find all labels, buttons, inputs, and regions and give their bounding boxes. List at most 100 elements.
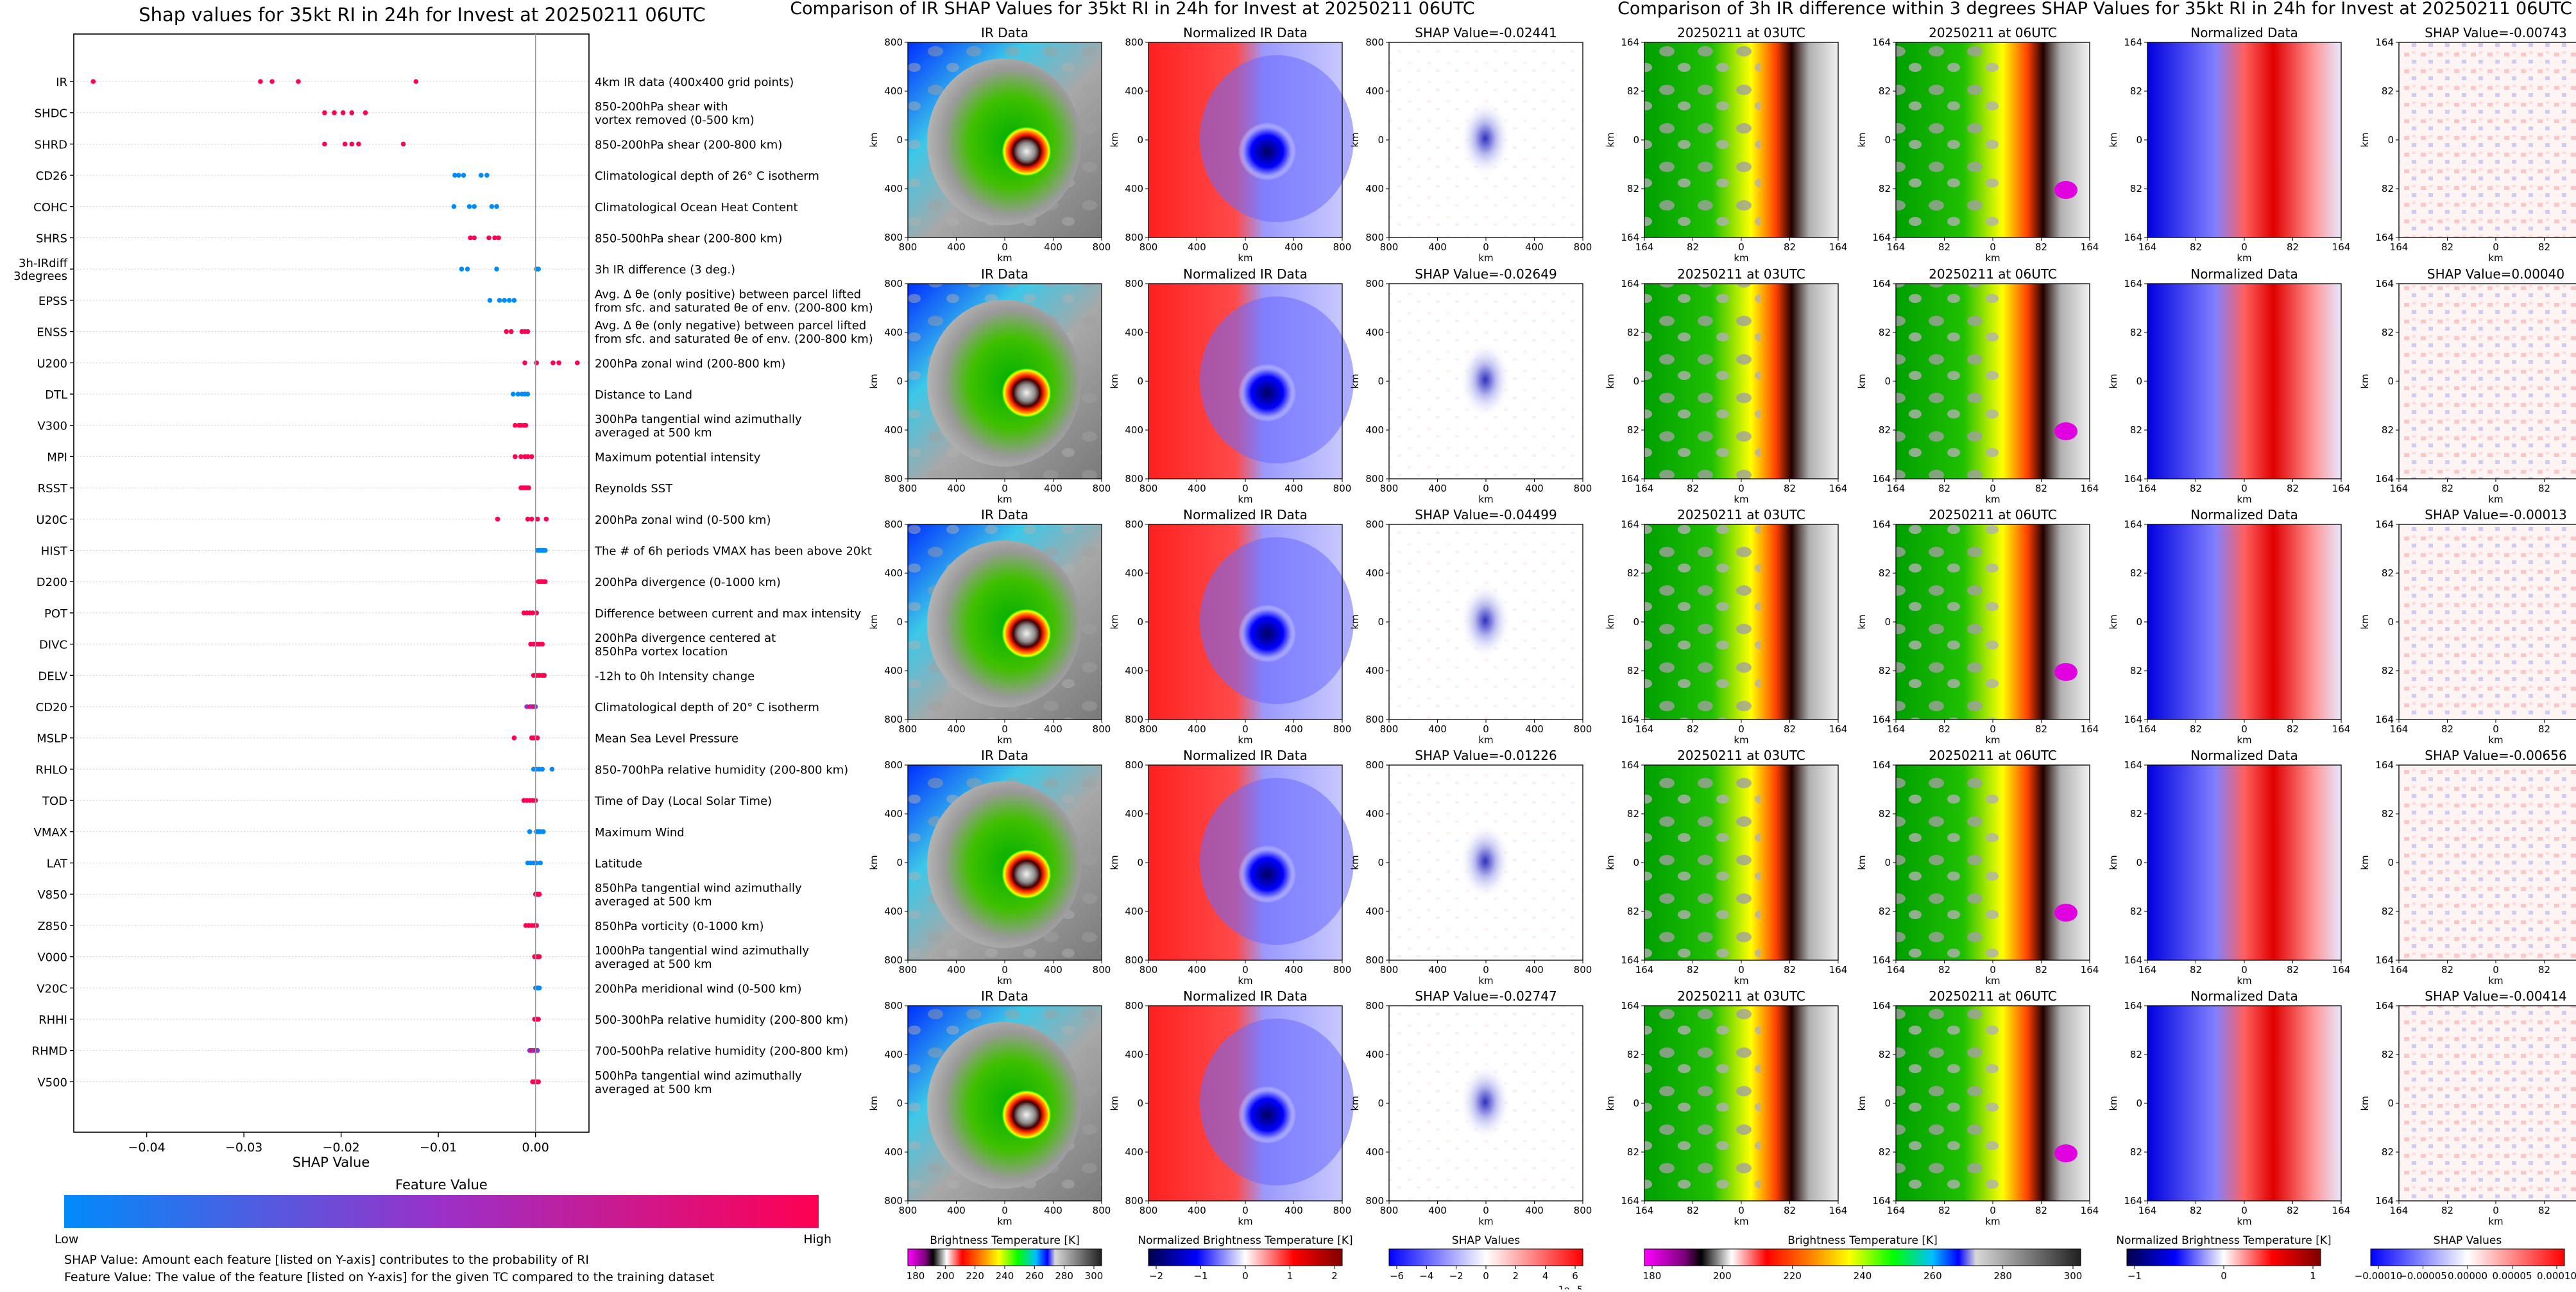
- y-tick-label: 800: [1365, 1000, 1384, 1012]
- y-tick-label: 164: [1621, 714, 1639, 725]
- beeswarm-plot-frame: [73, 33, 590, 1133]
- panel-title-diff-shap: SHAP Value=-0.00743: [2425, 25, 2566, 40]
- x-tick-label: 164: [1887, 1205, 1906, 1216]
- x-tick-label: 164: [2332, 1205, 2351, 1216]
- y-tick-label: 82: [2130, 1146, 2142, 1158]
- panel-title-03utc: 20250211 at 03UTC: [1677, 748, 1805, 763]
- shap-point: [540, 641, 545, 647]
- colorbar-tick-label: 300: [1085, 1270, 1104, 1282]
- y-axis-label: km: [1109, 855, 1120, 870]
- feature-code-label: U200: [37, 357, 67, 370]
- x-tick-label: 400: [1044, 964, 1062, 976]
- x-tick-label: 400: [1284, 483, 1303, 494]
- x-tick-label: 0: [1738, 964, 1744, 976]
- x-tick-label: 82: [1784, 241, 1796, 253]
- y-tick-label: 82: [2130, 808, 2142, 820]
- y-tick-label: 0: [1378, 857, 1384, 868]
- y-tick-label: 164: [2375, 37, 2394, 48]
- cold-top-patch: [2054, 904, 2077, 922]
- beeswarm-x-axis: −0.04 −0.03 −0.02 −0.01 0.00: [128, 1132, 549, 1155]
- feature-description: from sfc. and saturated θe of env. (200-…: [595, 301, 873, 314]
- y-tick-label: 82: [2130, 327, 2142, 338]
- x-tick-label: 0: [1242, 241, 1249, 253]
- feature-description: 500-300hPa relative humidity (200-800 km…: [595, 1013, 848, 1027]
- y-tick-label: 800: [884, 473, 903, 485]
- ir-cloud-shield: [927, 58, 1081, 225]
- y-tick-label: 0: [2387, 375, 2394, 387]
- x-axis-label: km: [2237, 1216, 2251, 1227]
- shap-point: [452, 173, 457, 178]
- feature-description: averaged at 500 km: [595, 958, 712, 971]
- x-tick-label: 82: [2035, 1205, 2047, 1216]
- diff-colorbars: Brightness Temperature [K] 180 200 220 240 26…: [1643, 1234, 2576, 1282]
- y-axis-label: km: [1856, 374, 1868, 388]
- shap-point: [534, 610, 539, 616]
- colorbar-tick-label: 2: [1331, 1270, 1338, 1282]
- colorbar-tick-label: 0: [2221, 1270, 2227, 1282]
- y-tick-label: 0: [1884, 857, 1891, 868]
- x-axis-label: km: [1478, 252, 1493, 264]
- y-tick-label: 400: [1365, 906, 1384, 917]
- y-tick-label: 0: [1884, 616, 1891, 628]
- colorbar-tick-label: 0.00005: [2492, 1270, 2532, 1282]
- y-tick-label: 800: [1365, 37, 1384, 48]
- shap-point: [494, 204, 499, 209]
- normalized-data-image: [2147, 524, 2341, 719]
- shap-point: [495, 517, 500, 522]
- ir-cloud-shield: [927, 540, 1081, 707]
- y-tick-label: 400: [1365, 808, 1384, 820]
- feature-description: 300hPa tangential wind azimuthally: [595, 413, 802, 426]
- x-axis-label: km: [2488, 252, 2503, 264]
- ir-06utc-texture: [1896, 524, 2003, 719]
- x-axis-label: km: [2237, 734, 2251, 746]
- feature-colorbar-low: Low: [55, 1232, 78, 1246]
- x-tick-label: 400: [1428, 723, 1447, 735]
- shap-point: [492, 235, 497, 241]
- shap-point: [525, 454, 531, 460]
- colorbar-exponent: 1e−5: [1558, 1285, 1583, 1289]
- ir-cloud-shield: [927, 781, 1081, 948]
- feature-code-label: V300: [37, 420, 67, 433]
- panel-title-normalized: Normalized IR Data: [1183, 748, 1308, 763]
- y-axis-label: km: [868, 614, 880, 629]
- shap-point: [459, 266, 465, 272]
- cold-top-patch: [2054, 1144, 2077, 1162]
- y-tick-label: 400: [1125, 327, 1143, 338]
- x-tick-label: 164: [2390, 241, 2409, 253]
- y-tick-label: 0: [1137, 134, 1143, 146]
- colorbar: [2370, 1248, 2565, 1266]
- y-tick-label: 400: [884, 1049, 903, 1060]
- y-tick-label: 800: [1125, 714, 1143, 725]
- x-tick-label: 164: [1635, 1205, 1654, 1216]
- x-tick-label: 164: [2138, 964, 2157, 976]
- x-tick-label: 400: [947, 241, 966, 253]
- feature-description: 850-700hPa relative humidity (200-800 km…: [595, 763, 848, 777]
- x-axis-label: km: [997, 494, 1012, 505]
- shap-point: [340, 110, 346, 116]
- y-tick-label: 0: [1633, 1098, 1639, 1109]
- shap-point: [468, 235, 473, 241]
- note-shap: SHAP Value: Amount each feature [listed …: [64, 1253, 589, 1267]
- y-tick-label: 0: [1137, 375, 1143, 387]
- panel-title-ir: IR Data: [981, 25, 1028, 40]
- x-tick-label: 164: [2332, 483, 2351, 494]
- y-tick-label: 164: [2375, 519, 2394, 530]
- shap-point: [543, 579, 548, 584]
- y-tick-label: 400: [884, 1146, 903, 1158]
- y-tick-label: 82: [1627, 327, 1639, 338]
- y-tick-label: 82: [1627, 183, 1639, 194]
- x-tick-label: 0: [2493, 964, 2499, 976]
- colorbar-tick-label: 0.00000: [2448, 1270, 2487, 1282]
- y-tick-label: 164: [1621, 37, 1639, 48]
- shap-point: [511, 735, 517, 741]
- feature-description: 850hPa vorticity (0-1000 km): [595, 920, 764, 933]
- x-tick-label: 164: [1635, 723, 1654, 735]
- y-tick-label: 0: [1884, 134, 1891, 146]
- ir-06utc-texture: [1896, 284, 2003, 479]
- diff-shap-noise: [2399, 1006, 2576, 1201]
- x-tick-label: 0: [2493, 723, 2499, 735]
- x-tick-label: 82: [1938, 1205, 1950, 1216]
- x-tick-label: 0: [1990, 964, 1996, 976]
- y-tick-label: 82: [1627, 424, 1639, 436]
- y-tick-label: 0: [896, 857, 903, 868]
